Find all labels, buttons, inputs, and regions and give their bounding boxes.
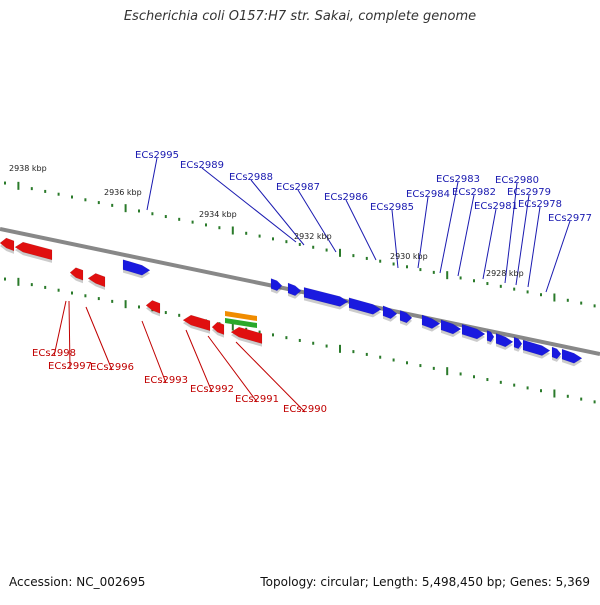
leader-line [207,335,258,403]
reverse-gene-arrow[interactable] [230,326,263,344]
forward-gene-arrow[interactable] [421,314,441,329]
leader-line [201,167,297,243]
leader-line [141,320,167,384]
gene-label[interactable]: ECs2982 [452,187,496,198]
scale-label: 2938 kbp [9,164,47,173]
reverse-gene-arrow[interactable] [69,267,84,281]
leader-line [185,329,213,393]
misc-feature-orange[interactable] [225,311,257,321]
forward-gene-arrow[interactable] [486,330,495,343]
leader-line [482,208,497,280]
scale-labels: 2938 kbp 2936 kbp 2934 kbp 2932 kbp 2930 kbp… [9,164,524,278]
genome-title: Escherichia coli O157:H7 str. Sakai, com… [123,9,477,24]
forward-gene-arrow[interactable] [287,282,302,296]
reverse-gene-arrow[interactable] [87,273,106,288]
gene-label[interactable]: ECs2987 [276,182,320,193]
reverse-gene-arrow[interactable] [0,237,15,252]
gene-label[interactable]: ECs2986 [324,192,368,203]
gene-label[interactable]: ECs2991 [235,394,279,405]
gene-label[interactable]: ECs2993 [144,375,188,386]
gene-label[interactable]: ECs2983 [436,174,480,185]
gene-label[interactable]: ECs2980 [495,175,539,186]
gene-label[interactable]: ECs2990 [283,404,327,415]
gene-label[interactable]: ECs2997 [48,361,92,372]
gene-label[interactable]: ECs2984 [406,189,450,200]
forward-gene-arrow[interactable] [270,278,283,292]
forward-gene-arrow[interactable] [551,346,562,360]
reverse-gene-arrow[interactable] [182,314,211,332]
forward-gene-arrow[interactable] [513,336,523,350]
gene-label[interactable]: ECs2979 [507,187,551,198]
reverse-gene-arrow[interactable] [14,241,53,261]
gene-label[interactable]: ECs2977 [548,213,592,224]
leader-line [146,157,158,211]
topology-summary: Topology: circular; Length: 5,498,450 bp… [260,575,590,589]
forward-gene-arrow[interactable] [561,348,583,364]
reverse-gene-arrow[interactable] [145,300,161,314]
gene-features [0,237,583,367]
leader-line [391,209,399,269]
forward-gene-arrow[interactable] [122,259,151,276]
forward-gene-arrow[interactable] [461,323,486,340]
scale-label: 2928 kbp [486,269,524,278]
gene-label[interactable]: ECs2988 [229,172,273,183]
leader-line [515,194,530,286]
gene-label[interactable]: ECs2978 [518,199,562,210]
reverse-gene-arrow[interactable] [211,321,225,336]
forward-gene-arrow[interactable] [399,309,413,324]
gene-label[interactable]: ECs2992 [190,384,234,395]
gene-label[interactable]: ECs2998 [32,348,76,359]
scale-label: 2932 kbp [294,232,332,241]
leader-line [545,220,571,293]
scale-label: 2936 kbp [104,188,142,197]
gene-label[interactable]: ECs2995 [135,150,179,161]
forward-gene-arrow[interactable] [303,287,349,307]
leader-line [457,194,475,277]
gene-label[interactable]: ECs2981 [474,201,518,212]
forward-gene-arrow[interactable] [440,319,462,335]
forward-gene-arrow[interactable] [522,339,551,356]
forward-gene-arrow[interactable] [382,305,398,319]
leader-line [439,181,459,274]
leader-line [53,300,67,357]
gene-label[interactable]: ECs2996 [90,362,134,373]
forward-gene-arrow[interactable] [348,297,382,315]
leader-line [297,189,337,253]
accession-text: Accession: NC_002695 [9,575,146,589]
leader-line [68,300,71,370]
leader-line [417,196,429,269]
tick-track-upper [4,181,596,308]
gene-label[interactable]: ECs2989 [180,160,224,171]
leader-line [250,179,305,246]
leader-line [85,306,113,371]
leader-line [527,206,541,288]
scale-label: 2930 kbp [390,252,428,261]
misc-feature-green[interactable] [225,318,257,328]
leader-line [504,182,518,284]
gene-label[interactable]: ECs2985 [370,202,414,213]
leader-line [235,341,306,413]
scale-label: 2934 kbp [199,210,237,219]
leader-line [345,199,377,261]
forward-gene-arrow[interactable] [495,332,514,348]
gene-labels: ECs2995ECs2989ECs2988ECs2987ECs2986ECs29… [32,150,592,415]
